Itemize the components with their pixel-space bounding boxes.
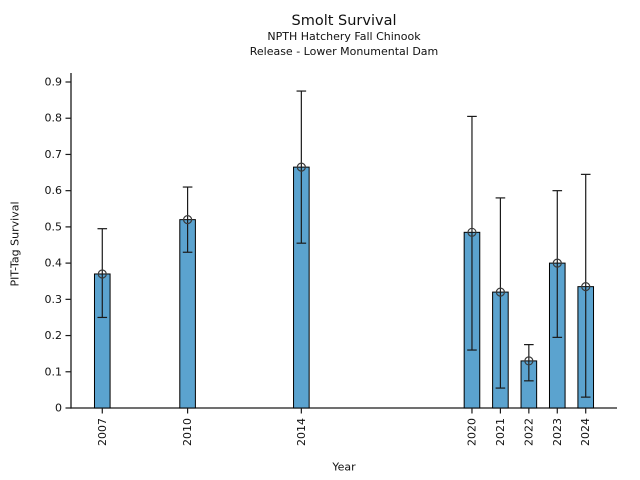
- y-tick-label-0.7: 0.7: [45, 148, 63, 161]
- y-tick-label-0.3: 0.3: [45, 293, 63, 306]
- marker-circle-2024: [581, 282, 591, 292]
- chart-title: Smolt Survival: [291, 13, 397, 29]
- y-tick-label-0.6: 0.6: [45, 184, 63, 197]
- marker-circle-2022: [524, 356, 534, 366]
- y-tick-label-0.9: 0.9: [45, 76, 63, 89]
- x-tick-label-2024: 2024: [579, 418, 592, 446]
- y-tick-label-0.8: 0.8: [45, 112, 63, 125]
- marker-circle-2021: [495, 287, 506, 297]
- chart-subtitle-line1: NPTH Hatchery Fall Chinook: [267, 30, 421, 43]
- x-tick-label-2023: 2023: [551, 418, 564, 446]
- x-tick-label-2014: 2014: [295, 418, 308, 446]
- x-tick-label-2020: 2020: [465, 418, 478, 446]
- marker-circle-2007: [97, 269, 107, 279]
- x-tick-label-2010: 2010: [181, 418, 194, 446]
- marker-circle-2020: [467, 227, 477, 237]
- y-tick-label-0.2: 0.2: [45, 329, 63, 342]
- chart-subtitle-line2: Release - Lower Monumental Dam: [249, 45, 439, 58]
- y-tick-label-0.4: 0.4: [45, 257, 63, 270]
- x-tick-label-2021: 2021: [494, 418, 507, 446]
- x-tick-label-2022: 2022: [522, 418, 535, 446]
- y-tick-label-0: 0: [55, 402, 62, 415]
- marker-circle-2023: [552, 258, 562, 268]
- y-tick-label-0.1: 0.1: [45, 365, 63, 378]
- x-axis-label: Year: [332, 460, 356, 474]
- marker-circle-2014: [296, 162, 306, 172]
- x-tick-label-2007: 2007: [96, 418, 109, 446]
- marker-circle-2010: [182, 215, 193, 225]
- y-tick-label-0.5: 0.5: [45, 220, 63, 233]
